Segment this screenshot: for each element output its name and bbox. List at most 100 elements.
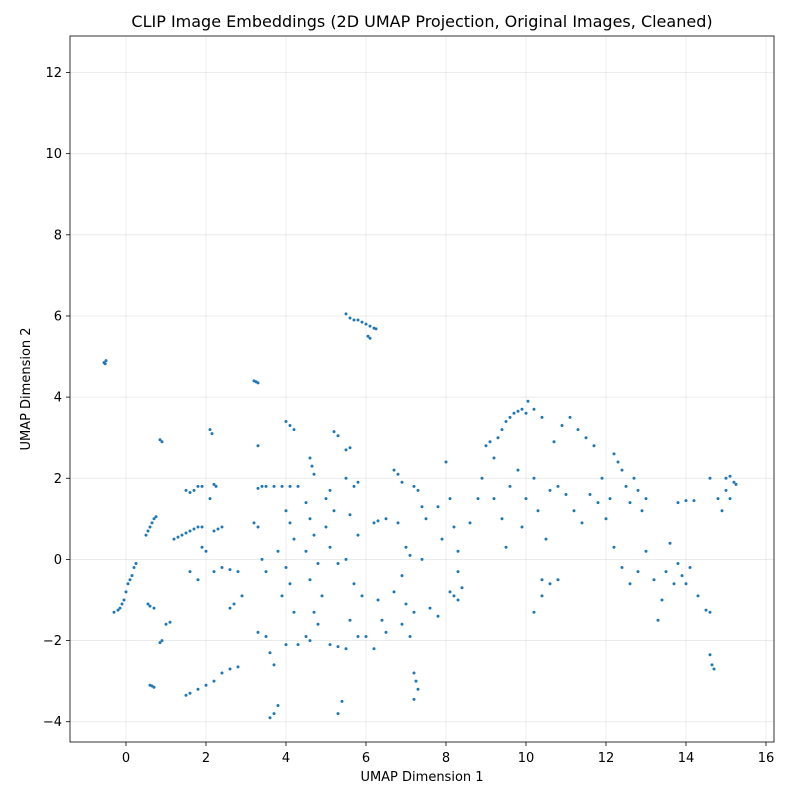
scatter-point xyxy=(304,549,308,553)
x-axis-label: UMAP Dimension 1 xyxy=(360,770,483,785)
scatter-point xyxy=(288,424,292,427)
scatter-point xyxy=(168,620,172,624)
scatter-point xyxy=(260,557,264,561)
scatter-point xyxy=(500,428,504,432)
scatter-point xyxy=(420,557,424,561)
scatter-point xyxy=(704,608,708,612)
scatter-point xyxy=(112,610,116,614)
scatter-point xyxy=(688,566,692,569)
scatter-point xyxy=(620,566,624,569)
scatter-point xyxy=(214,484,218,488)
scatter-point xyxy=(216,527,220,531)
scatter-point xyxy=(500,517,504,521)
scatter-point xyxy=(148,604,152,608)
scatter-point xyxy=(660,598,664,602)
x-tick-label: 8 xyxy=(442,751,450,766)
scatter-point xyxy=(284,566,288,569)
scatter-point xyxy=(400,574,404,578)
x-tick-label: 12 xyxy=(598,751,615,766)
scatter-point xyxy=(352,484,356,488)
scatter-point xyxy=(356,318,360,322)
y-tick-label: 6 xyxy=(54,309,62,324)
scatter-point xyxy=(204,683,208,687)
scatter-point xyxy=(130,574,134,578)
scatter-point xyxy=(616,460,620,464)
scatter-point xyxy=(504,420,508,423)
scatter-point xyxy=(336,712,340,716)
scatter-point xyxy=(444,460,448,464)
scatter-point xyxy=(288,484,292,488)
scatter-point xyxy=(220,525,224,529)
scatter-point xyxy=(348,618,352,622)
scatter-point xyxy=(284,643,288,647)
scatter-point xyxy=(448,590,452,594)
scatter-point xyxy=(456,570,460,574)
scatter-point xyxy=(188,491,192,494)
scatter-point xyxy=(460,586,464,590)
scatter-point xyxy=(344,647,348,651)
scatter-point xyxy=(584,436,588,440)
y-tick-label: 12 xyxy=(45,66,62,81)
scatter-point xyxy=(708,653,712,657)
chart-title: CLIP Image Embeddings (2D UMAP Projectio… xyxy=(131,12,712,31)
scatter-point xyxy=(734,482,738,486)
scatter-point xyxy=(412,697,416,701)
scatter-point xyxy=(608,497,612,501)
scatter-point xyxy=(200,484,204,488)
scatter-point xyxy=(384,517,388,521)
scatter-point xyxy=(180,533,184,537)
scatter-point xyxy=(340,699,344,703)
scatter-point xyxy=(612,545,616,549)
x-tick-label: 0 xyxy=(122,751,130,766)
scatter-point xyxy=(716,497,720,501)
scatter-point xyxy=(152,606,156,610)
scatter-point xyxy=(236,665,240,669)
scatter-point xyxy=(452,525,456,529)
scatter-point xyxy=(272,712,276,716)
scatter-point xyxy=(304,635,308,638)
scatter-point xyxy=(540,578,544,582)
scatter-point xyxy=(196,525,200,529)
y-tick-label: 10 xyxy=(45,147,62,162)
x-tick-label: 10 xyxy=(518,751,535,766)
scatter-point xyxy=(256,381,260,385)
scatter-point xyxy=(496,436,500,440)
scatter-point xyxy=(376,519,380,523)
scatter-point xyxy=(304,501,308,505)
scatter-point xyxy=(122,598,126,602)
scatter-point xyxy=(328,488,332,492)
x-tick-label: 16 xyxy=(758,751,775,766)
scatter-point xyxy=(356,480,360,484)
scatter-point xyxy=(536,509,540,513)
scatter-point xyxy=(158,438,162,442)
scatter-point xyxy=(228,667,232,671)
scatter-point xyxy=(672,582,676,586)
scatter-point xyxy=(184,693,188,697)
scatter-point xyxy=(344,476,348,480)
scatter-point xyxy=(416,687,420,691)
scatter-point xyxy=(188,691,192,695)
y-tick-label: 8 xyxy=(54,228,62,243)
scatter-point xyxy=(264,484,268,488)
scatter-point xyxy=(324,525,328,529)
scatter-point xyxy=(146,529,150,533)
scatter-point xyxy=(196,484,200,488)
scatter-point xyxy=(240,594,244,598)
scatter-point xyxy=(580,521,584,525)
scatter-point xyxy=(540,415,544,419)
scatter-point xyxy=(366,334,370,338)
scatter-point xyxy=(132,566,136,569)
scatter-point xyxy=(320,594,324,598)
y-tick-label: −2 xyxy=(43,634,62,649)
scatter-point xyxy=(392,468,396,472)
scatter-point xyxy=(212,679,216,683)
scatter-point xyxy=(160,639,164,643)
scatter-point xyxy=(414,679,418,683)
scatter-point xyxy=(484,444,488,448)
scatter-point xyxy=(344,557,348,561)
scatter-point xyxy=(492,456,496,460)
scatter-point xyxy=(576,428,580,432)
scatter-point xyxy=(364,635,368,638)
scatter-point xyxy=(104,359,108,363)
scatter-point xyxy=(316,622,320,626)
